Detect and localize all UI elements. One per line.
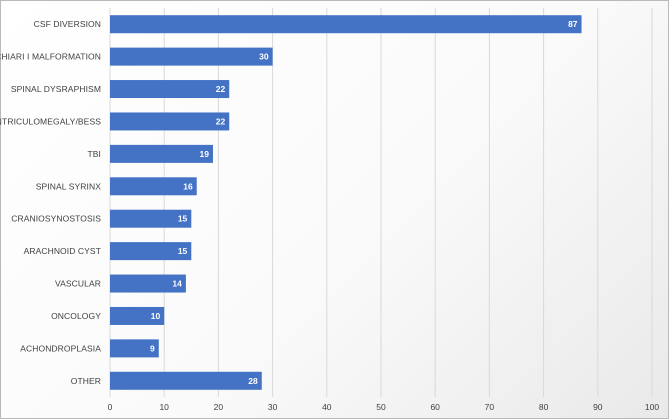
bar xyxy=(110,274,186,293)
bars xyxy=(110,15,582,390)
bar xyxy=(110,80,230,99)
x-tick-label: 20 xyxy=(214,402,224,412)
x-tick-label: 80 xyxy=(539,402,549,412)
data-label: 14 xyxy=(172,279,182,289)
category-label: ACHONDROPLASIA xyxy=(20,343,101,353)
data-label: 19 xyxy=(200,149,210,159)
data-label: 30 xyxy=(259,52,269,62)
data-label: 9 xyxy=(150,343,155,353)
data-label: 15 xyxy=(178,214,188,224)
category-labels: CSF DIVERSION CHIARI I MALFORMATION SPINAL… xyxy=(0,19,101,386)
category-label: OTHER xyxy=(71,376,101,386)
x-tick-label: 100 xyxy=(645,402,659,412)
x-tick-label: 90 xyxy=(593,402,603,412)
x-tick-label: 30 xyxy=(268,402,278,412)
data-label: 22 xyxy=(216,84,226,94)
data-label: 16 xyxy=(183,181,193,191)
x-tick-label: 10 xyxy=(159,402,169,412)
bar xyxy=(110,112,230,131)
data-label: 15 xyxy=(178,246,188,256)
x-tick-label: 40 xyxy=(322,402,332,412)
data-label: 10 xyxy=(151,311,161,321)
category-label: TBI xyxy=(87,149,101,159)
data-label: 87 xyxy=(568,19,578,29)
bar xyxy=(110,306,165,325)
category-label: ONCOLOGY xyxy=(51,311,101,321)
category-label: CRANIOSYNOSTOSIS xyxy=(11,214,101,224)
data-label: 28 xyxy=(248,376,258,386)
bar xyxy=(110,15,582,34)
x-tick-label: 0 xyxy=(108,402,113,412)
category-label: SPINAL SYRINX xyxy=(36,181,101,191)
bar xyxy=(110,177,197,196)
data-labels: 87 30 22 22 19 16 15 15 14 10 9 28 xyxy=(150,19,578,386)
bar xyxy=(110,339,159,358)
bar xyxy=(110,144,213,163)
category-label: ARACHNOID CYST xyxy=(24,246,101,256)
x-axis-ticks: 0 10 20 30 40 50 60 70 80 90 100 xyxy=(108,402,660,412)
x-tick-label: 60 xyxy=(430,402,440,412)
category-label: CSF DIVERSION xyxy=(34,19,101,29)
bar xyxy=(110,209,192,228)
gridlines xyxy=(109,8,653,397)
x-tick-label: 50 xyxy=(376,402,386,412)
bar xyxy=(110,242,192,261)
category-label: CHIARI I MALFORMATION xyxy=(0,52,101,62)
x-tick-label: 70 xyxy=(485,402,495,412)
data-label: 22 xyxy=(216,116,226,126)
category-label: VENTRICULOMEGALY/BESS xyxy=(0,116,101,126)
bar xyxy=(110,371,262,390)
category-label: VASCULAR xyxy=(55,279,101,289)
bar xyxy=(110,47,273,66)
category-label: SPINAL DYSRAPHISM xyxy=(11,84,101,94)
